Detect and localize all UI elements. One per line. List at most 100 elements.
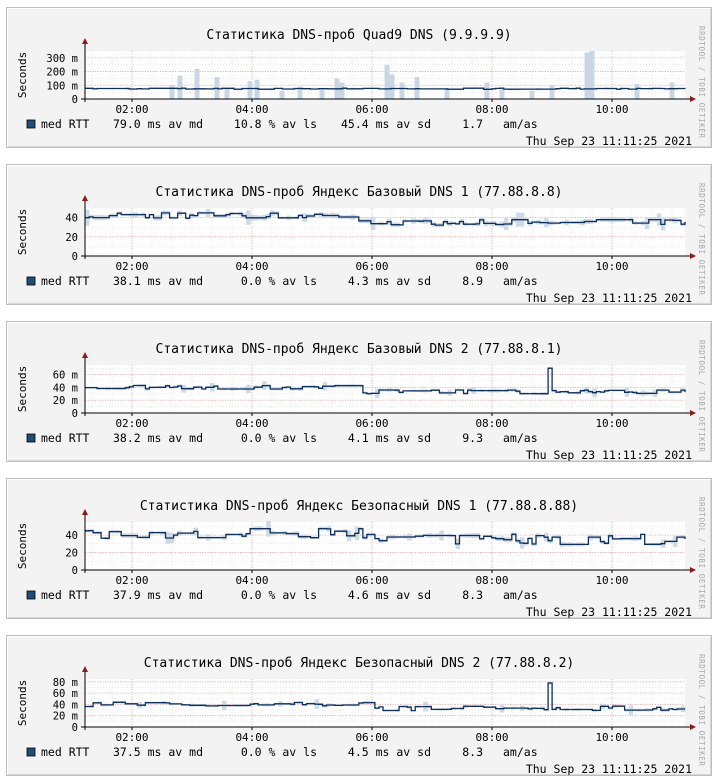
legend-series-name: med RTT [41, 588, 90, 602]
x-tick-label: 02:00 [115, 103, 148, 116]
y-axis-arrow-icon [82, 38, 88, 44]
y-tick-label: 0 [72, 565, 78, 577]
legend-avg-median: 79.0 ms av md [113, 117, 203, 131]
y-tick-label: 300 m [46, 53, 78, 65]
legend-am-as-value: 9.3 [462, 431, 483, 445]
y-axis-arrow-icon [82, 352, 88, 358]
y-axis-arrow-icon [82, 666, 88, 672]
x-axis-arrow-icon [690, 410, 696, 416]
x-tick-label: 02:00 [115, 574, 148, 587]
y-tick-label: 0 [72, 251, 78, 263]
x-tick-label: 04:00 [235, 417, 268, 430]
rtt-spike [339, 82, 345, 99]
y-tick-label: 20 [65, 548, 78, 560]
y-tick-label: 0 [72, 722, 78, 734]
x-tick-label: 08:00 [475, 103, 508, 116]
legend-avg-loss: 10.8 % av ls [234, 117, 317, 131]
chart-timestamp: Thu Sep 23 11:11:25 2021 [526, 134, 692, 147]
rtt-spike [589, 51, 595, 99]
legend-am-as-unit: am/as [503, 588, 538, 602]
x-axis-arrow-icon [690, 96, 696, 102]
x-tick-label: 10:00 [595, 731, 628, 744]
y-axis-arrow-icon [82, 509, 88, 515]
chart-title: Статистика DNS-проб Яндекс Безопасный DN… [144, 656, 574, 671]
rrdtool-watermark: RRDTOOL / TOBI OETIKER [697, 340, 706, 453]
rtt-spike [499, 89, 505, 99]
rtt-spike [444, 88, 450, 99]
rrdtool-watermark: RRDTOOL / TOBI OETIKER [697, 497, 706, 610]
median-rtt-line [85, 87, 686, 90]
x-tick-label: 02:00 [115, 417, 148, 430]
x-tick-label: 10:00 [595, 574, 628, 587]
chart-timestamp: Thu Sep 23 11:11:25 2021 [526, 762, 692, 775]
chart-svg: Статистика DNS-проб Яндекс Безопасный DN… [16, 654, 706, 775]
legend-am-as-value: 8.9 [462, 274, 483, 288]
x-tick-label: 06:00 [355, 103, 388, 116]
median-rtt-line [85, 367, 686, 395]
x-tick-label: 06:00 [355, 417, 388, 430]
median-rtt-line [85, 212, 686, 226]
rtt-spike [279, 90, 285, 99]
chart-panel: Статистика DNS-проб Яндекс Базовый DNS 1… [6, 164, 712, 305]
x-tick-label: 02:00 [115, 260, 148, 273]
chart-title: Статистика DNS-проб Яндекс Базовый DNS 1… [156, 185, 563, 200]
rtt-spike [224, 88, 230, 99]
chart-panel: Статистика DNS-проб Quad9 DNS (9.9.9.9) R… [6, 7, 712, 148]
chart-title: Статистика DNS-проб Quad9 DNS (9.9.9.9) [206, 28, 511, 43]
x-tick-label: 08:00 [475, 731, 508, 744]
legend-am-as-value: 8.3 [462, 745, 483, 759]
legend-avg-median: 38.1 ms av md [113, 274, 203, 288]
rtt-spike [584, 52, 590, 99]
rtt-spike [177, 75, 183, 99]
rtt-spike [399, 82, 405, 99]
legend-am-as-unit: am/as [503, 117, 538, 131]
x-tick-label: 10:00 [595, 260, 628, 273]
x-tick-label: 08:00 [475, 574, 508, 587]
legend-avg-median: 38.2 ms av md [113, 431, 203, 445]
rtt-spike [414, 77, 420, 99]
y-tick-label: 80 m [53, 677, 78, 689]
legend-avg-loss: 0.0 % av ls [241, 431, 317, 445]
rtt-spike [297, 86, 303, 99]
y-tick-label: 200 m [46, 67, 78, 79]
legend-avg-stddev: 4.1 ms av sd [348, 431, 431, 445]
x-tick-label: 04:00 [235, 731, 268, 744]
y-axis-title: Seconds [16, 523, 29, 569]
legend-avg-loss: 0.0 % av ls [241, 588, 317, 602]
chart-title: Статистика DNS-проб Яндекс Безопасный DN… [140, 499, 578, 514]
rtt-spike [484, 82, 490, 99]
legend-swatch [26, 590, 36, 600]
x-tick-label: 10:00 [595, 103, 628, 116]
legend-swatch [26, 119, 36, 129]
x-tick-label: 04:00 [235, 103, 268, 116]
legend-avg-stddev: 45.4 ms av sd [341, 117, 431, 131]
rtt-spike [254, 79, 260, 99]
legend-series-name: med RTT [41, 117, 90, 131]
rtt-spike [247, 81, 253, 99]
x-axis-arrow-icon [690, 724, 696, 730]
chart-panel: Статистика DNS-проб Яндекс Базовый DNS 2… [6, 321, 712, 462]
y-tick-label: 40 [65, 213, 78, 225]
y-axis-arrow-icon [82, 195, 88, 201]
y-tick-label: 60 m [53, 688, 78, 700]
rtt-spike [319, 88, 325, 99]
legend-am-as-unit: am/as [503, 274, 538, 288]
legend-avg-stddev: 4.5 ms av sd [348, 745, 431, 759]
rrdtool-watermark: RRDTOOL / TOBI OETIKER [697, 183, 706, 296]
chart-panel: Статистика DNS-проб Яндекс Безопасный DN… [6, 635, 712, 776]
x-tick-label: 06:00 [355, 574, 388, 587]
legend-series-name: med RTT [41, 745, 90, 759]
x-tick-label: 04:00 [235, 574, 268, 587]
legend-avg-median: 37.5 ms av md [113, 745, 203, 759]
y-axis-title: Seconds [16, 680, 29, 726]
rtt-spike [669, 82, 675, 99]
y-tick-label: 60 m [53, 370, 78, 382]
y-tick-label: 20 m [53, 395, 78, 407]
legend-swatch [26, 747, 36, 757]
rtt-spike [549, 85, 555, 99]
legend-swatch [26, 433, 36, 443]
y-tick-label: 0 [72, 94, 78, 106]
rrdtool-watermark: RRDTOOL / TOBI OETIKER [697, 654, 706, 767]
plot-canvas [85, 679, 685, 727]
